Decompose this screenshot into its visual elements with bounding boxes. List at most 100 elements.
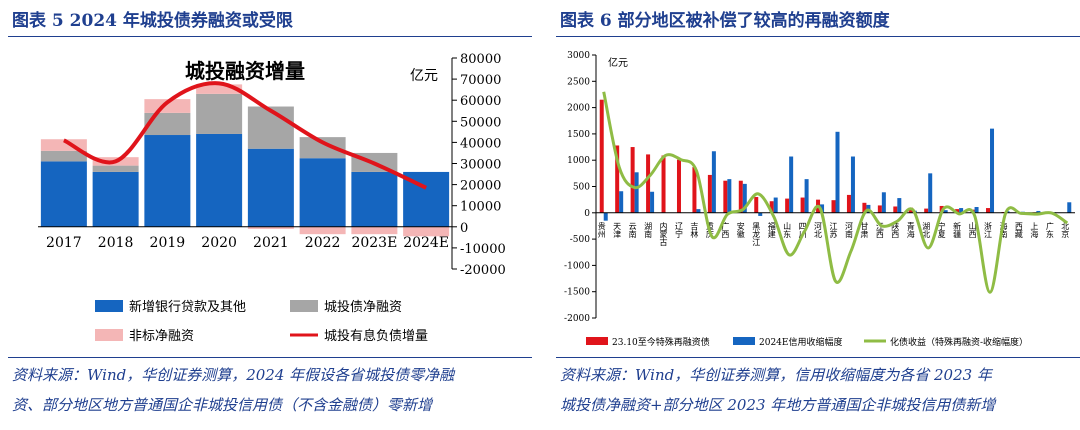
- bar-0-福建: [769, 201, 774, 213]
- bar-0-广西: [723, 180, 728, 213]
- bar-1-陕西: [897, 198, 902, 213]
- y-tick-label-6: 1000: [567, 156, 590, 166]
- bar-0-江西: [877, 205, 882, 213]
- y-tick-label-9: 70000: [460, 73, 501, 88]
- bar-2-2020: [196, 84, 243, 94]
- bar-1-浙江: [990, 128, 995, 213]
- y-tick-label-1: -1500: [564, 288, 590, 298]
- bar-1-广西: [727, 179, 732, 213]
- bar-0-黑龙江: [754, 197, 759, 213]
- bar-0-陕西: [893, 206, 898, 213]
- y-tick-label-9: 2500: [567, 77, 590, 87]
- bar-0-2022: [299, 158, 346, 227]
- unit-label: 亿元: [608, 56, 628, 69]
- x-tick-label-19: 陕西: [891, 221, 900, 239]
- bar-0-2020: [196, 133, 243, 227]
- bar-0-贵州: [599, 99, 604, 213]
- x-tick-label-3: 2020: [201, 235, 237, 251]
- left-source-rule: [8, 357, 532, 358]
- bar-1-福建: [773, 197, 778, 213]
- bar-1-2022: [299, 137, 346, 159]
- y-tick-label-3: 10000: [460, 200, 501, 215]
- legend-label-1: 2024E信用收缩幅度: [759, 336, 842, 348]
- bar-1-河北: [820, 204, 825, 213]
- left-title-rule: [8, 36, 532, 37]
- bar-1-吉林: [696, 209, 701, 213]
- bar-1-江西: [881, 192, 886, 213]
- y-tick-label-2: 0: [460, 221, 468, 236]
- unit-label: 亿元: [410, 68, 438, 84]
- legend-swatch-1: [733, 337, 755, 345]
- bar-1-安徽: [742, 183, 747, 213]
- x-tick-label-22: 宁夏: [937, 221, 946, 238]
- right-title-rule: [556, 36, 1080, 37]
- bar-1-云南: [634, 172, 639, 213]
- x-tick-label-5: 2022: [305, 235, 341, 251]
- bar-0-2023E: [351, 171, 398, 227]
- bar-0-2021: [247, 148, 294, 227]
- y-tick-label-5: 30000: [460, 158, 501, 173]
- legend-label-1: 城投债净融资: [324, 299, 402, 315]
- x-tick-label-6: 吉林: [690, 222, 699, 239]
- y-tick-label-4: 0: [584, 209, 590, 219]
- bar-0-辽宁: [676, 159, 681, 213]
- x-tick-label-1: 天津: [613, 222, 622, 239]
- y-tick-label-7: 1500: [567, 130, 590, 140]
- y-tick-label-6: 40000: [460, 136, 501, 151]
- x-tick-label-0: 2017: [46, 235, 82, 251]
- left-source-line-2: 资、部分地区地方普通国企非城投信用债（不含金融债）零新增: [12, 396, 433, 414]
- y-tick-label-8: 60000: [460, 94, 501, 109]
- right-source-rule: [556, 357, 1080, 358]
- bar-2-2023E: [351, 226, 398, 235]
- legend-swatch-0: [586, 337, 608, 345]
- left-figure-title: 图表 5 2024 年城投债券融资或受限: [12, 11, 293, 31]
- bar-0-重庆: [707, 174, 712, 213]
- y-tick-label-4: 20000: [460, 179, 501, 194]
- bar-2-2017: [40, 139, 87, 151]
- bar-2-2022: [299, 226, 346, 235]
- x-tick-label-9: 安徽: [736, 221, 745, 239]
- y-tick-label-1: -10000: [460, 242, 506, 257]
- x-tick-label-28: 上海: [1030, 222, 1039, 239]
- x-tick-label-16: 河南: [844, 221, 853, 238]
- bar-1-北京: [1067, 202, 1072, 213]
- bar-0-天津: [615, 145, 620, 213]
- x-tick-label-14: 河北: [814, 221, 823, 239]
- bar-1-新疆: [959, 208, 964, 213]
- bar-2-2019: [144, 99, 191, 113]
- x-tick-label-3: 湖南: [644, 222, 653, 238]
- bar-0-2018: [92, 171, 139, 227]
- line-series-debt-increment: [62, 81, 427, 190]
- bar-2-2021: [247, 226, 294, 229]
- bar-0-内蒙古: [661, 155, 666, 213]
- x-tick-label-18: 江西: [875, 222, 884, 239]
- x-tick-label-12: 山东: [783, 221, 792, 238]
- x-tick-label-1: 2018: [98, 235, 134, 251]
- x-tick-label-13: 四川: [798, 222, 807, 238]
- x-tick-label-29: 广东: [1045, 221, 1054, 238]
- x-tick-label-20: 青海: [906, 221, 915, 239]
- y-tick-label-2: -1000: [564, 261, 590, 271]
- legend-swatch-1: [290, 300, 318, 312]
- y-tick-label-3: -500: [570, 235, 590, 245]
- bar-2-2024E: [403, 226, 450, 237]
- y-tick-label-5: 500: [573, 183, 590, 193]
- right-figure-panel: 图表 6 部分地区被补偿了较高的再融资额度 -2000 -1500 -1000 -50…: [548, 0, 1080, 430]
- y-tick-label-0: -2000: [564, 314, 590, 324]
- x-tick-label-0: 贵州: [597, 221, 606, 238]
- x-tick-label-5: 辽宁: [674, 222, 683, 238]
- bar-0-云南: [630, 147, 635, 213]
- bar-0-吉林: [692, 167, 697, 213]
- x-tick-label-11: 福建: [767, 222, 776, 239]
- x-tick-label-21: 湖北: [922, 222, 931, 239]
- bar-1-天津: [619, 191, 624, 213]
- right-chart: -2000 -1500 -1000 -500 0 500 1000 1500 2000 2500 3…: [564, 51, 1075, 348]
- x-tick-label-30: 北京: [1061, 222, 1070, 239]
- bar-1-贵州: [603, 212, 608, 221]
- y-tick-label-8: 2000: [567, 104, 590, 114]
- y-tick-label-7: 50000: [460, 115, 501, 130]
- bar-0-湖南: [646, 154, 651, 213]
- bar-1-四川: [804, 179, 809, 213]
- x-tick-label-2: 云南: [628, 222, 637, 238]
- bar-1-湖北: [928, 173, 933, 213]
